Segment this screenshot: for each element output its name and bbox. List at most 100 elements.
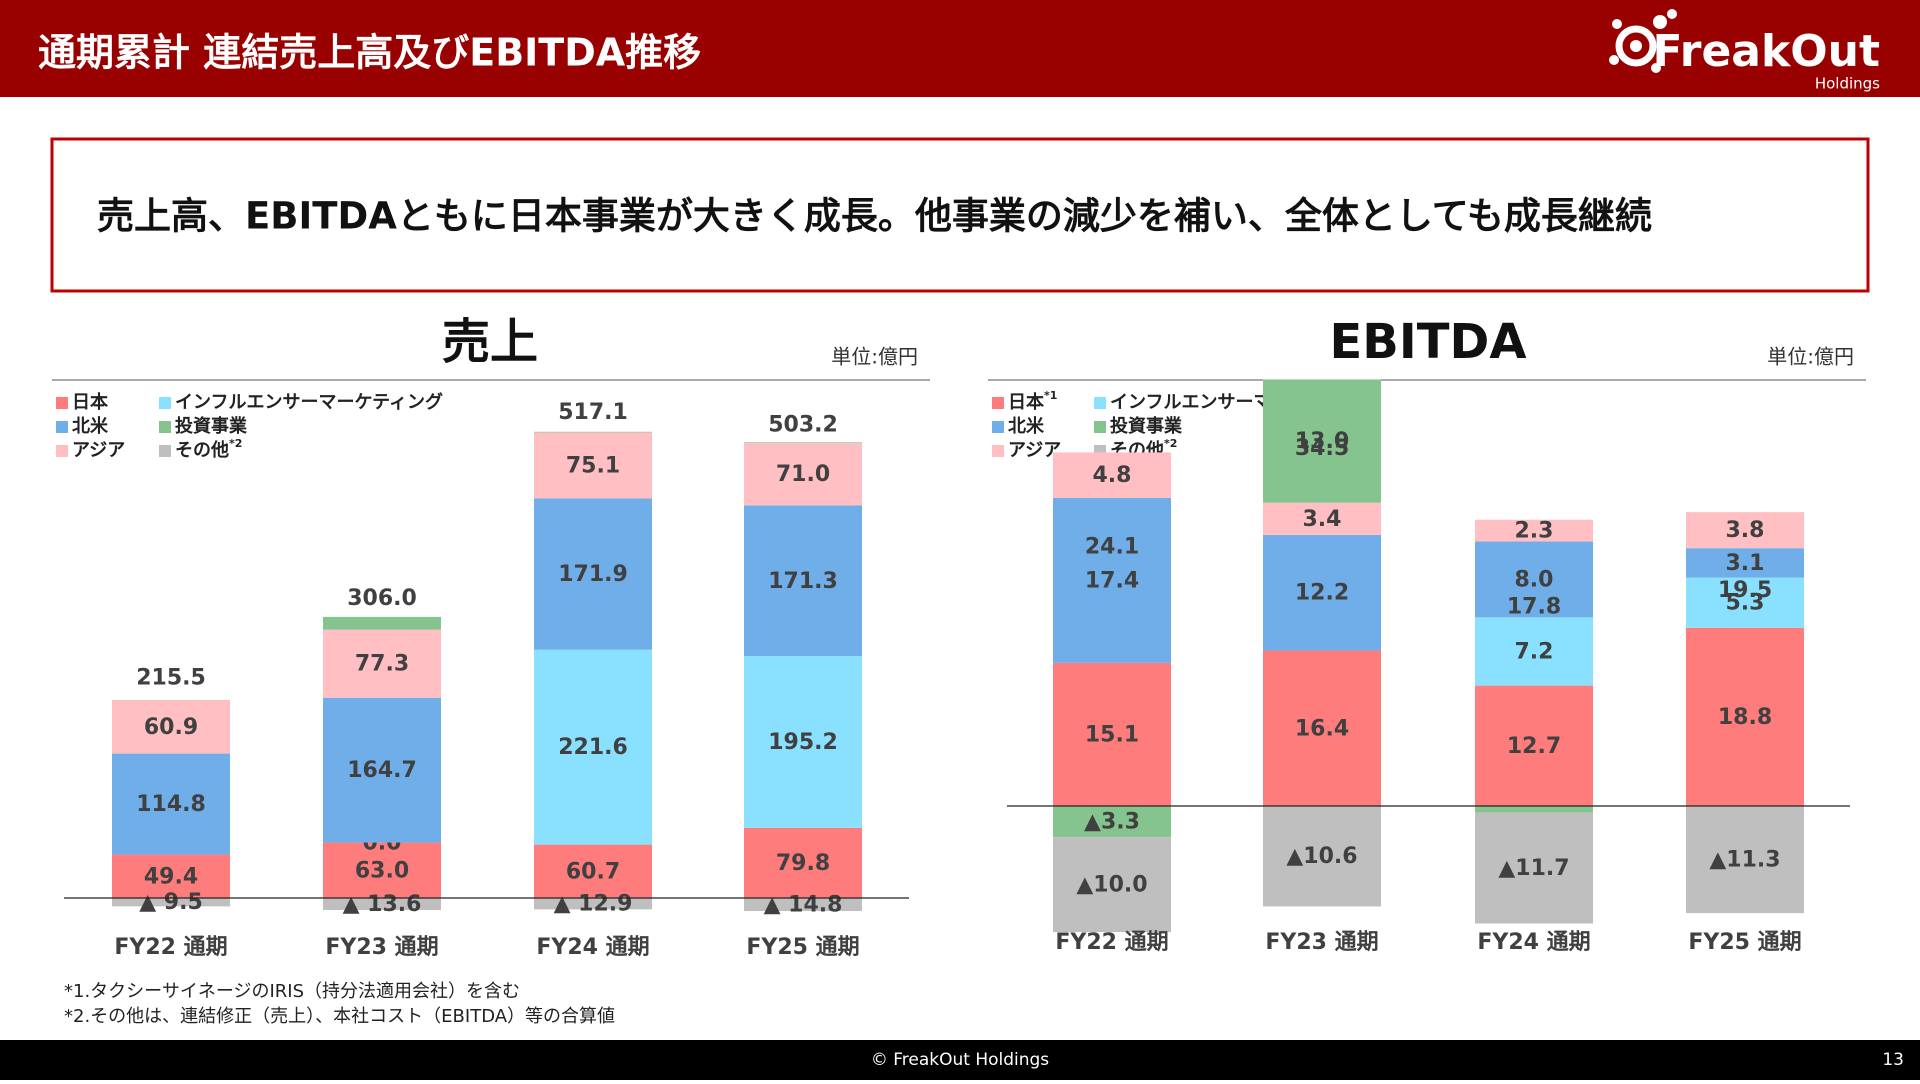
bar-segment [534, 431, 652, 433]
legend-swatch [1094, 421, 1106, 433]
unit-label: 単位:億円 [1767, 345, 1854, 369]
bar-segment [744, 442, 862, 443]
data-label: 60.9 [144, 715, 198, 740]
logo-text: FreakOut [1653, 26, 1881, 77]
bar-segment [1686, 548, 1804, 578]
total-label: 215.5 [136, 665, 206, 690]
legend-note: *2 [1164, 437, 1177, 450]
x-tick-label: FY24 通期 [1477, 930, 1590, 955]
total-label: 306.0 [347, 586, 417, 611]
bar-segment [112, 854, 230, 899]
data-label: ▲ 14.8 [764, 893, 843, 918]
bar-segment [1475, 519, 1593, 542]
bar-segment [744, 505, 862, 657]
x-tick-label: FY23 通期 [325, 935, 438, 960]
data-label: ▲10.0 [1076, 873, 1147, 898]
bar-segment [1263, 379, 1381, 503]
bar-segment [112, 898, 230, 907]
bar-segment [1263, 502, 1381, 535]
total-label: 517.1 [558, 400, 628, 425]
data-label: 77.3 [355, 652, 409, 677]
bar-segment [744, 442, 862, 506]
message-box [50, 137, 1870, 293]
data-label: 2.3 [1515, 519, 1554, 544]
bar-segment [744, 898, 862, 912]
header-bar [0, 0, 1920, 97]
bar-segment [1475, 617, 1593, 686]
bar-segment [1475, 805, 1593, 813]
bar-segment [1053, 497, 1171, 663]
legend-label: アジア [72, 440, 125, 461]
bar-segment [1053, 805, 1171, 838]
copyright: © FreakOut Holdings [871, 1050, 1049, 1070]
data-label: 17.4 [1085, 568, 1139, 593]
legend-label: 投資事業 [1110, 415, 1183, 437]
data-label: 114.8 [136, 792, 206, 817]
bar-segment [1475, 541, 1593, 618]
bar-segment [1686, 627, 1804, 806]
bar-segment [323, 898, 441, 910]
data-label: 195.2 [768, 730, 838, 755]
data-label: 171.9 [558, 562, 628, 587]
legend-swatch [992, 445, 1004, 457]
data-label: 18.8 [1718, 705, 1772, 730]
bar-segment [1053, 662, 1171, 806]
bar-segment [1686, 577, 1804, 628]
data-label: 7.2 [1515, 639, 1554, 664]
data-label: 3.4 [1303, 507, 1342, 532]
x-tick-label: FY24 通期 [536, 935, 649, 960]
data-label: 16.4 [1295, 716, 1349, 741]
data-label: 4.8 [1093, 463, 1132, 488]
legend-label: 日本 [72, 391, 108, 413]
bar-segment [534, 898, 652, 910]
legend-name: アジア [72, 440, 125, 461]
bar-segment [744, 827, 862, 899]
data-label: 12.7 [1507, 734, 1561, 759]
legend-swatch [159, 445, 171, 457]
legend-swatch [56, 397, 68, 409]
bar-segment [112, 753, 230, 855]
x-tick-label: FY23 通期 [1265, 930, 1378, 955]
bar-segment [323, 697, 441, 843]
bar-segment [1053, 452, 1171, 498]
legend-name: アジア [1008, 440, 1061, 461]
bar-segment [323, 842, 441, 899]
data-label: ▲ 13.6 [343, 892, 422, 917]
legend-name: 投資事業 [175, 415, 248, 437]
data-label: 221.6 [558, 735, 628, 760]
data-label: 49.4 [144, 864, 198, 889]
legend-name: その他 [175, 439, 229, 461]
data-label: ▲ 9.5 [139, 890, 203, 915]
total-label: 34.5 [1295, 436, 1349, 461]
data-label: 5.3 [1726, 591, 1765, 616]
bar-segment [534, 432, 652, 499]
legend-note: *2 [229, 437, 242, 450]
legend-label: 投資事業 [175, 415, 248, 437]
x-tick-label: FY22 通期 [114, 935, 227, 960]
bar-segment [323, 629, 441, 698]
bar-segment [1053, 837, 1171, 933]
bar-segment [1686, 805, 1804, 914]
data-label: ▲11.3 [1709, 848, 1780, 873]
legend-label: 日本*1 [1008, 389, 1057, 413]
message: 売上高、EBITDAともに日本事業が大きく成長。他事業の減少を補い、全体としても… [97, 195, 1652, 238]
bar-segment [1263, 650, 1381, 806]
legend-label: その他*2 [175, 437, 242, 461]
data-label: 63.0 [355, 858, 409, 883]
data-label: 13.0 [1295, 429, 1349, 454]
bar-segment [534, 498, 652, 650]
legend-name: 日本 [1008, 391, 1044, 413]
data-label: 79.8 [776, 851, 830, 876]
data-label: 12.2 [1295, 581, 1349, 606]
footnote: *2.その他は、連結修正（売上）、本社コスト（EBITDA）等の合算値 [64, 1006, 615, 1027]
data-label: 15.1 [1085, 722, 1139, 747]
bar-segment [1263, 534, 1381, 651]
data-label: ▲10.6 [1286, 844, 1357, 869]
page-number: 13 [1882, 1050, 1904, 1070]
slide-title: 通期累計 連結売上高及びEBITDA推移 [38, 31, 701, 75]
total-label: 24.1 [1085, 535, 1139, 560]
logo-icon [1609, 9, 1677, 73]
data-label: ▲11.7 [1498, 856, 1569, 881]
